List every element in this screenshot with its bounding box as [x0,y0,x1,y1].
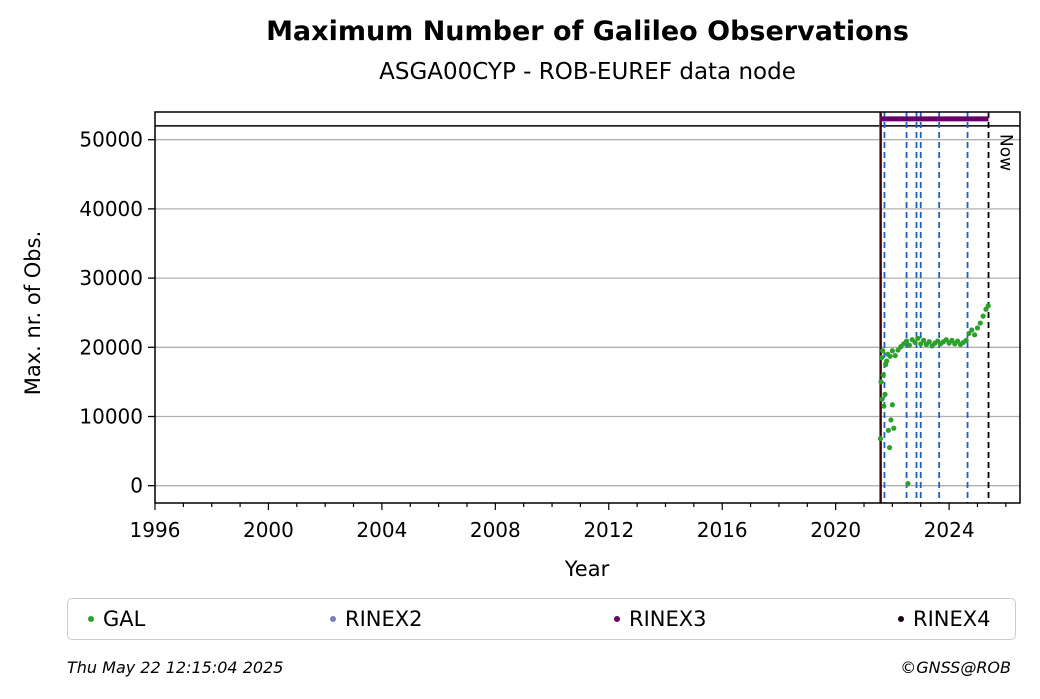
x-tick-label: 2008 [470,518,521,542]
gal-data-point [943,337,949,343]
y-tick-label: 50000 [79,128,143,152]
gal-data-point [879,396,885,402]
gal-data-point [877,436,884,442]
legend-label: RINEX4 [913,607,991,631]
legend: GAL RINEX2 RINEX3 RINEX4 [67,598,1016,640]
now-label: Now [996,134,1016,171]
axis-ticks: 0 10000 20000 30000 40000 50000 1996 2000 2004 20… [79,128,1007,542]
gal-data-point [888,417,894,423]
gal-data-point [879,355,885,361]
gal-data-point [889,402,895,408]
gal-data-point [885,427,892,433]
y-tick-label: 20000 [79,335,143,359]
chart-subtitle: ASGA00CYP - ROB-EUREF data node [379,59,796,85]
grid-lines [155,125,1020,487]
gal-data-point [889,348,895,354]
gal-data-point [966,330,972,337]
y-tick-label: 0 [130,474,143,498]
x-tick-label: 2020 [810,518,861,542]
gal-data-point [920,337,927,343]
gal-data-point [880,348,886,354]
gal-data-point [974,325,981,331]
rinex2-marker-icon [330,616,336,622]
gal-data-point [915,335,921,341]
x-tick-label: 1996 [130,518,181,542]
data-points [877,116,991,487]
x-tick-label: 2024 [924,518,975,542]
gal-data-point [880,372,886,378]
gal-data-point [906,342,912,348]
gal-data-point [891,425,897,431]
rinex4-marker-icon [898,616,904,622]
gal-data-point [892,352,898,359]
rinex3-marker-icon [614,616,620,622]
gal-data-point [918,341,924,347]
gal-data-point [963,337,969,343]
gal-data-point [903,338,910,344]
gal-data-point [912,339,918,346]
gal-data-point [949,337,955,343]
y-axis-label: Max. nr. of Obs. [21,231,45,396]
gal-data-point [972,332,978,338]
x-tick-label: 2016 [697,518,748,542]
gal-data-point [878,379,884,385]
legend-item-rinex4: RINEX4 [898,599,991,639]
gal-data-point [895,347,901,353]
footer-timestamp: Thu May 22 12:15:04 2025 [67,658,284,677]
legend-label: GAL [103,607,146,631]
legend-item-rinex2: RINEX2 [330,599,423,639]
legend-label: RINEX2 [345,607,423,631]
gal-data-point [969,327,975,333]
x-tick-label: 2004 [356,518,407,542]
gal-data-point [886,445,893,451]
legend-label: RINEX3 [629,607,707,631]
y-tick-label: 40000 [79,197,143,221]
gal-marker-icon [88,616,94,622]
legend-item-gal: GAL [88,599,145,639]
chart-canvas: Now 0 10000 20000 30000 40000 50000 1996 2000 20… [21,111,1021,581]
footer-credit: ©GNSS@ROB [900,658,1011,677]
gal-data-point [926,339,932,345]
x-tick-label: 2012 [583,518,634,542]
gal-data-point [955,338,961,344]
gal-data-point [882,361,889,368]
legend-item-rinex3: RINEX3 [614,599,707,639]
x-axis-label: Year [564,557,610,581]
y-tick-label: 30000 [79,266,143,290]
y-tick-label: 10000 [79,404,143,428]
vertical-marker-lines: Now [879,112,1016,503]
gal-data-point [905,481,911,487]
gal-data-point [980,313,986,319]
gal-data-point [881,403,887,409]
x-tick-label: 2000 [243,518,294,542]
gal-data-point [977,320,983,326]
gal-data-point [985,303,991,309]
plot-frame [154,111,1021,504]
gal-data-point [882,391,888,397]
chart-title: Maximum Number of Galileo Observations [266,16,909,47]
gal-data-point [887,353,893,359]
